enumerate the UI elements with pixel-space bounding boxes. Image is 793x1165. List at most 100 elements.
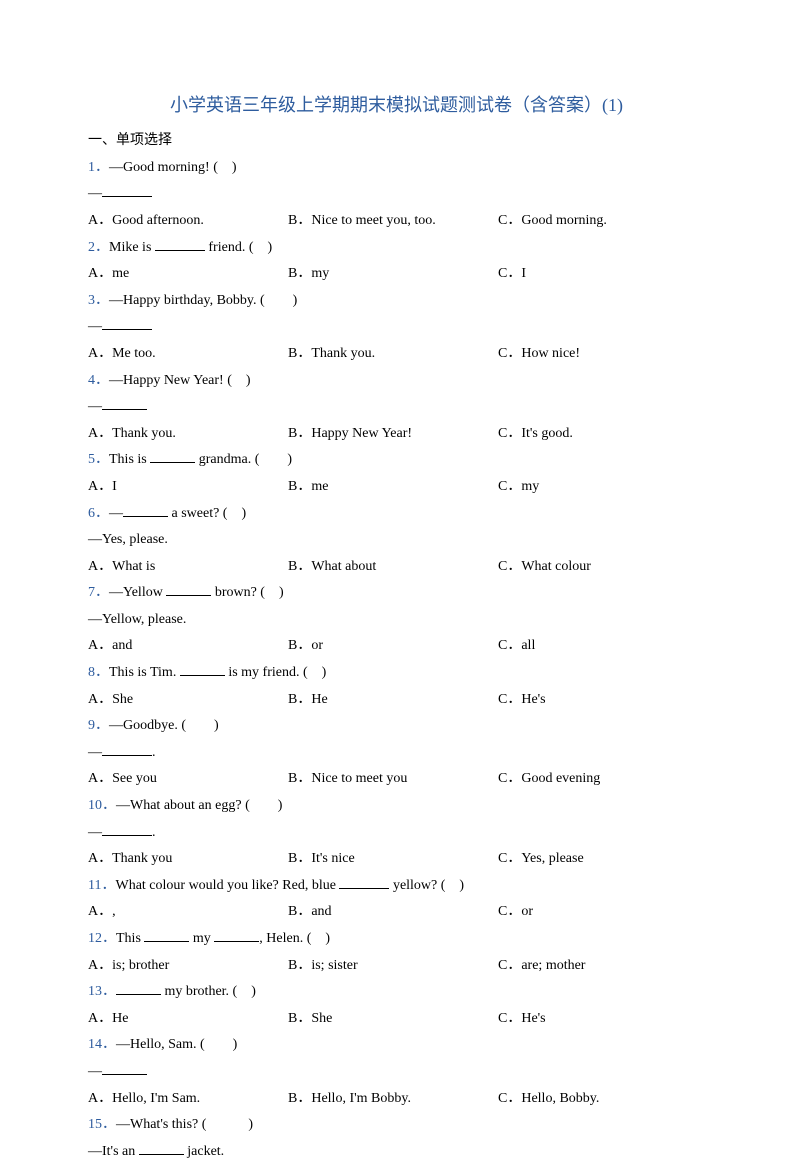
q10-line: 10．—What about an egg? ( ) (88, 793, 705, 820)
q7-opt-c: C．all (498, 633, 705, 660)
q11-opt-b: B．and (288, 899, 498, 926)
q13-num: 13． (88, 984, 116, 999)
q5-opt-c: C．my (498, 474, 705, 501)
q11-line: 11．What colour would you like? Red, blue… (88, 873, 705, 900)
q14-opt-b: B．Hello, I'm Bobby. (288, 1086, 498, 1113)
q2-opt-c: C．I (498, 261, 705, 288)
q8-num: 8． (88, 665, 109, 680)
q9-opt-c: C．Good evening (498, 766, 705, 793)
q13-opt-a: A．He (88, 1006, 288, 1033)
q9-opt-a: A．See you (88, 766, 288, 793)
q10-opt-c: C．Yes, please (498, 846, 705, 873)
q15-reply: —It's an jacket. (88, 1139, 705, 1165)
q9-text: —Goodbye. ( ) (109, 718, 219, 733)
q7-opt-b: B．or (288, 633, 498, 660)
q6-num: 6． (88, 506, 109, 521)
q3-text: —Happy birthday, Bobby. ( ) (109, 293, 297, 308)
q1-opt-c: C．Good morning. (498, 208, 705, 235)
q9-reply: —. (88, 740, 705, 767)
q15-line: 15．—What's this? ( ) (88, 1112, 705, 1139)
q8-line: 8．This is Tim. is my friend. ( ) (88, 660, 705, 687)
q6-opt-c: C．What colour (498, 554, 705, 581)
q11-num: 11． (88, 878, 115, 893)
q1-text: —Good morning! ( ) (109, 160, 237, 175)
q15-text: —What's this? ( ) (116, 1117, 253, 1132)
q12-num: 12． (88, 931, 116, 946)
q13-opt-c: C．He's (498, 1006, 705, 1033)
q1-options: A．Good afternoon. B．Nice to meet you, to… (88, 208, 705, 235)
q1-opt-a: A．Good afternoon. (88, 208, 288, 235)
q13-line: 13． my brother. ( ) (88, 979, 705, 1006)
q7-num: 7． (88, 585, 109, 600)
q5-num: 5． (88, 452, 109, 467)
q12-opt-a: A．is; brother (88, 953, 288, 980)
q3-reply: — (88, 314, 705, 341)
q9-line: 9．—Goodbye. ( ) (88, 713, 705, 740)
q8-opt-a: A．She (88, 687, 288, 714)
q12-opt-b: B．is; sister (288, 953, 498, 980)
q9-options: A．See you B．Nice to meet you C．Good even… (88, 766, 705, 793)
q3-opt-a: A．Me too. (88, 341, 288, 368)
q4-reply: — (88, 394, 705, 421)
q3-line: 3．—Happy birthday, Bobby. ( ) (88, 288, 705, 315)
q4-opt-c: C．It's good. (498, 421, 705, 448)
q7-line: 7．—Yellow brown? ( ) (88, 580, 705, 607)
q4-opt-a: A．Thank you. (88, 421, 288, 448)
section-header: 一、单项选择 (88, 128, 705, 155)
q7-options: A．and B．or C．all (88, 633, 705, 660)
q4-text: —Happy New Year! ( ) (109, 373, 251, 388)
q10-text: —What about an egg? ( ) (116, 798, 282, 813)
page-title: 小学英语三年级上学期期末模拟试题测试卷（含答案）(1) (88, 88, 705, 122)
q10-opt-b: B．It's nice (288, 846, 498, 873)
q14-options: A．Hello, I'm Sam. B．Hello, I'm Bobby. C．… (88, 1086, 705, 1113)
q2-options: A．me B．my C．I (88, 261, 705, 288)
q14-line: 14．—Hello, Sam. ( ) (88, 1032, 705, 1059)
q14-opt-a: A．Hello, I'm Sam. (88, 1086, 288, 1113)
q4-opt-b: B．Happy New Year! (288, 421, 498, 448)
q4-line: 4．—Happy New Year! ( ) (88, 368, 705, 395)
q5-opt-b: B．me (288, 474, 498, 501)
q14-opt-c: C．Hello, Bobby. (498, 1086, 705, 1113)
q7-reply: —Yellow, please. (88, 607, 705, 634)
q15-num: 15． (88, 1117, 116, 1132)
q1-opt-b: B．Nice to meet you, too. (288, 208, 498, 235)
q2-opt-b: B．my (288, 261, 498, 288)
q11-opt-c: C．or (498, 899, 705, 926)
q13-options: A．He B．She C．He's (88, 1006, 705, 1033)
q2-line: 2．Mike is friend. ( ) (88, 235, 705, 262)
q4-num: 4． (88, 373, 109, 388)
q2-num: 2． (88, 240, 109, 255)
q9-opt-b: B．Nice to meet you (288, 766, 498, 793)
q5-line: 5．This is grandma. ( ) (88, 447, 705, 474)
q14-reply: — (88, 1059, 705, 1086)
q10-reply: —. (88, 820, 705, 847)
q10-num: 10． (88, 798, 116, 813)
q4-options: A．Thank you. B．Happy New Year! C．It's go… (88, 421, 705, 448)
q7-opt-a: A．and (88, 633, 288, 660)
q12-line: 12．This my , Helen. ( ) (88, 926, 705, 953)
q5-opt-a: A．I (88, 474, 288, 501)
q6-line: 6．— a sweet? ( ) (88, 501, 705, 528)
q14-text: —Hello, Sam. ( ) (116, 1037, 237, 1052)
q10-options: A．Thank you B．It's nice C．Yes, please (88, 846, 705, 873)
q12-options: A．is; brother B．is; sister C．are; mother (88, 953, 705, 980)
q13-opt-b: B．She (288, 1006, 498, 1033)
q10-opt-a: A．Thank you (88, 846, 288, 873)
q6-reply: —Yes, please. (88, 527, 705, 554)
q11-opt-a: A．, (88, 899, 288, 926)
q14-num: 14． (88, 1037, 116, 1052)
q1-num: 1． (88, 160, 109, 175)
q12-opt-c: C．are; mother (498, 953, 705, 980)
q3-opt-b: B．Thank you. (288, 341, 498, 368)
q3-num: 3． (88, 293, 109, 308)
q8-opt-c: C．He's (498, 687, 705, 714)
q2-opt-a: A．me (88, 261, 288, 288)
q3-opt-c: C．How nice! (498, 341, 705, 368)
q6-opt-b: B．What about (288, 554, 498, 581)
q1-reply: — (88, 181, 705, 208)
q6-options: A．What is B．What about C．What colour (88, 554, 705, 581)
q5-options: A．I B．me C．my (88, 474, 705, 501)
q11-options: A．, B．and C．or (88, 899, 705, 926)
q1-line: 1．—Good morning! ( ) (88, 155, 705, 182)
q6-opt-a: A．What is (88, 554, 288, 581)
